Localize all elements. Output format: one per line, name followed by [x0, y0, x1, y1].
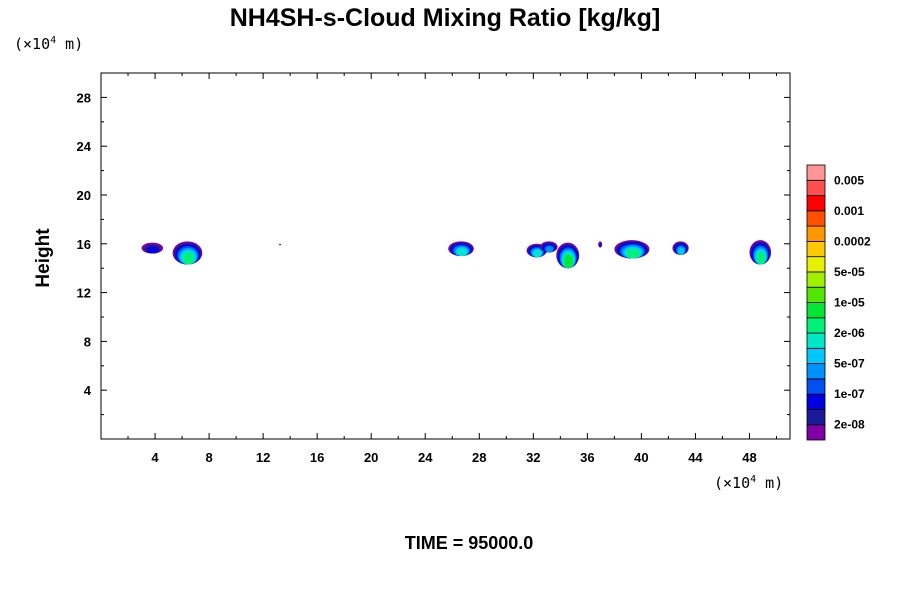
colorbar-swatch: [806, 256, 826, 273]
cloud-band: [279, 244, 281, 246]
y-axis-unit: (×104 m): [14, 35, 83, 53]
colorbar-swatch: [806, 195, 826, 212]
chart-title: NH4SH-s-Cloud Mixing Ratio [kg/kg]: [230, 4, 661, 32]
colorbar-swatch: [806, 286, 826, 303]
colorbar-swatch: [806, 271, 826, 288]
x-tick-label: 12: [256, 450, 270, 465]
cloud-band: [564, 255, 573, 269]
x-tick-label: 48: [742, 450, 756, 465]
x-tick-label: 32: [526, 450, 540, 465]
cloud-blob: [526, 243, 547, 258]
y-tick-label: 12: [77, 286, 91, 301]
colorbar-label: 5e-05: [834, 265, 865, 279]
colorbar-label: 0.005: [834, 173, 864, 187]
x-tick-label: 4: [151, 450, 159, 465]
cloud-band: [757, 251, 766, 265]
x-tick-label: 40: [634, 450, 648, 465]
cloud-band: [545, 246, 554, 253]
colorbar-swatch: [806, 347, 826, 365]
cloud-blob: [614, 240, 650, 259]
cloud-band: [626, 248, 640, 259]
colorbar: 2e-08 1e-07 5e-07 2e-06 1e-05 5e-05 0.0002 0.00…: [806, 164, 871, 441]
time-label: TIME = 95000.0: [405, 533, 534, 553]
x-tick-label: 20: [364, 450, 378, 465]
cloud-blob: [141, 242, 164, 254]
y-axis: 4 8 12 16 20 24 28: [77, 90, 790, 416]
cloud-band: [533, 250, 542, 258]
y-tick-label: 4: [84, 383, 92, 398]
x-tick-label: 16: [310, 450, 324, 465]
colorbar-label: 1e-07: [834, 387, 865, 401]
cloud-band: [183, 252, 195, 265]
colorbar-swatch: [806, 225, 826, 242]
y-tick-label: 28: [77, 90, 91, 105]
plot-frame: [100, 72, 791, 440]
x-axis: 4 8 12 16 20 24 28 32 36 40 44 48: [127, 73, 777, 465]
colorbar-swatch: [806, 409, 826, 426]
colorbar-swatch: [806, 210, 826, 227]
x-tick-label: 44: [688, 450, 703, 465]
colorbar-label: 5e-07: [834, 357, 865, 371]
colorbar-swatch: [806, 240, 826, 258]
x-tick-label: 24: [418, 450, 433, 465]
colorbar-swatch: [806, 363, 826, 380]
y-tick-label: 20: [77, 188, 91, 203]
colorbar-label: 0.001: [834, 204, 864, 218]
colorbar-label: 1e-05: [834, 296, 865, 310]
colorbar-label: 0.0002: [834, 234, 871, 248]
y-tick-label: 16: [77, 237, 91, 252]
cloud-band: [147, 246, 159, 254]
cloud-blob: [749, 240, 772, 265]
cloud-blob: [540, 241, 558, 253]
colorbar-swatch: [806, 179, 826, 196]
x-tick-label: 36: [580, 450, 594, 465]
cloud-contours: [141, 240, 772, 269]
colorbar-swatch: [806, 317, 826, 334]
cloud-band: [677, 247, 685, 255]
cloud-blob: [448, 241, 474, 256]
x-tick-label: 28: [472, 450, 486, 465]
x-axis-unit: (×104 m): [714, 474, 783, 492]
colorbar-label: 2e-08: [834, 418, 865, 432]
y-tick-label: 8: [84, 334, 91, 349]
x-tick-label: 8: [205, 450, 212, 465]
cloud-blob: [598, 241, 603, 248]
y-axis-label: Height: [33, 228, 54, 288]
cloud-blob: [279, 243, 282, 246]
colorbar-label: 2e-06: [834, 326, 865, 340]
cloud-band: [598, 243, 602, 248]
colorbar-swatch: [806, 393, 826, 410]
cloud-blob: [672, 241, 689, 255]
cloud-blob: [556, 242, 580, 269]
colorbar-swatch: [806, 378, 826, 395]
colorbar-swatch: [806, 424, 826, 441]
colorbar-swatch: [806, 302, 826, 319]
colorbar-swatch: [806, 332, 826, 349]
colorbar-swatch: [806, 164, 826, 181]
cloud-band: [457, 248, 467, 256]
cloud-blob: [172, 241, 203, 265]
y-tick-label: 24: [77, 139, 92, 154]
